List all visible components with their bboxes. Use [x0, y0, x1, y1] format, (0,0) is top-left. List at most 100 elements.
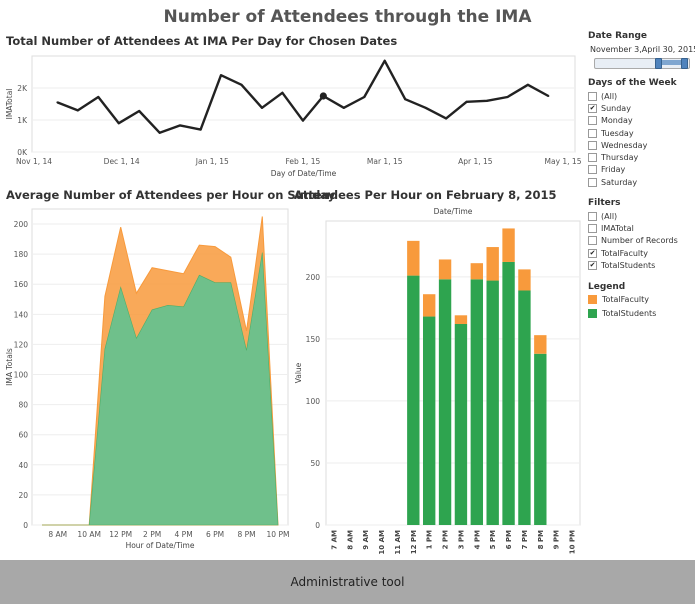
day-filter-checkbox[interactable]: [588, 177, 597, 187]
measure-filter-checkbox[interactable]: ✔: [588, 248, 597, 258]
line-point: [404, 98, 407, 101]
dashboard: Number of Attendees through the IMA Tota…: [0, 7, 695, 555]
line-point: [260, 106, 263, 109]
legend-label-faculty: TotalFaculty: [602, 295, 650, 304]
line-x-tick-label: Mar 1, 15: [367, 157, 403, 166]
area-y-tick-label: 200: [14, 220, 29, 229]
day-filter-item[interactable]: Monday: [588, 115, 647, 127]
day-filter-label: Monday: [601, 116, 633, 126]
line-point: [424, 106, 427, 109]
bar-x-tick-label: 6 PM: [505, 530, 513, 549]
day-filter-item[interactable]: ✔ Sunday: [588, 102, 647, 114]
measure-filter-item[interactable]: ✔ TotalStudents: [588, 259, 678, 271]
day-filter-label: Friday: [601, 165, 626, 175]
area-y-tick-label: 180: [14, 250, 29, 259]
bar-x-tick-label: 10 PM: [569, 530, 577, 554]
line-x-tick-label: May 1, 15: [545, 157, 582, 166]
line-point: [547, 95, 550, 97]
day-filter-checkbox[interactable]: [588, 140, 597, 150]
bar-students: [534, 353, 547, 525]
measure-filter-item[interactable]: ✔ TotalFaculty: [588, 247, 678, 259]
bar-x-tick-label: 4 PM: [473, 530, 481, 549]
day-filter-checkbox[interactable]: [588, 165, 597, 175]
day-filter-checkbox[interactable]: [588, 91, 597, 101]
measure-filter-checkbox[interactable]: [588, 223, 597, 233]
measure-filter-item[interactable]: Number of Records: [588, 235, 678, 247]
footer-caption: Administrative tool: [0, 560, 695, 604]
area-x-axis-title: Hour of Date/Time: [126, 541, 195, 550]
bar-chart[interactable]: Date/Time 0 50 100 150 200 Value 7 AM 8 AM 9 AM 10…: [292, 203, 583, 555]
date-range-start-handle[interactable]: [655, 58, 662, 69]
day-filter-checkbox[interactable]: [588, 116, 597, 126]
line-x-tick-label: Dec 1, 14: [104, 157, 140, 166]
area-x-tick-label: 2 PM: [143, 530, 161, 539]
bar-students: [438, 279, 452, 525]
area-y-tick-label: 20: [18, 491, 28, 500]
days-of-week-title: Days of the Week: [588, 78, 677, 88]
day-filter-item[interactable]: Saturday: [588, 176, 647, 188]
bar-y-axis-title: Value: [294, 362, 303, 383]
area-chart[interactable]: 0 20 40 60 80 100 120 140 160 180 200 8 AM 10 AM 12 P…: [0, 203, 293, 555]
bar-x-tick-label: 9 PM: [553, 530, 561, 549]
date-range-end-handle[interactable]: [681, 58, 688, 69]
day-filter-checkbox[interactable]: [588, 128, 597, 138]
bar-faculty: [518, 269, 531, 291]
line-point: [281, 91, 284, 94]
bar-y-tick-label: 150: [306, 335, 321, 344]
measure-filter-label: TotalStudents: [601, 260, 656, 270]
day-filter-item[interactable]: Thursday: [588, 151, 647, 163]
legend-label-students: TotalStudents: [602, 309, 657, 318]
line-chart[interactable]: 0K 1K 2K Nov 1, 14 Dec 1, 14 Jan 1, 15 Feb 1, …: [0, 48, 583, 182]
area-x-tick-label: 6 PM: [206, 530, 224, 539]
day-filter-item[interactable]: Friday: [588, 164, 647, 176]
area-x-tick-label: 12 PM: [109, 530, 132, 539]
area-x-tick-label: 8 PM: [237, 530, 255, 539]
bar-students: [486, 280, 499, 525]
day-filter-item[interactable]: (All): [588, 90, 647, 102]
line-point: [240, 83, 243, 86]
area-x-tick-label: 8 AM: [48, 530, 67, 539]
measure-filter-item[interactable]: IMATotal: [588, 222, 678, 234]
bar-faculty: [534, 335, 547, 354]
day-filter-item[interactable]: Tuesday: [588, 127, 647, 139]
dashboard-title: Number of Attendees through the IMA: [163, 7, 532, 27]
line-point: [486, 99, 489, 102]
line-point: [199, 128, 202, 131]
line-point: [179, 124, 182, 127]
day-filter-label: Thursday: [601, 153, 639, 163]
day-filter-label: (All): [601, 91, 618, 101]
bar-x-tick-label: 3 PM: [457, 530, 465, 549]
line-point: [363, 95, 366, 98]
line-point: [220, 74, 223, 77]
bar-faculty: [470, 263, 484, 280]
legend-swatch-faculty: [588, 295, 597, 304]
measure-filter-checkbox[interactable]: [588, 236, 597, 246]
line-y-tick-label: 2K: [17, 84, 28, 93]
day-filter-label: Saturday: [601, 177, 638, 187]
line-x-axis-title: Day of Date/Time: [271, 169, 337, 178]
area-y-tick-label: 40: [18, 461, 28, 470]
line-y-axis-title: IMATotal: [5, 89, 14, 120]
bar-y-tick-label: 50: [310, 459, 320, 468]
area-y-axis-title: IMA Totals: [5, 348, 14, 386]
measure-filter-label: TotalFaculty: [601, 248, 649, 258]
line-point: [138, 110, 141, 113]
date-range-slider[interactable]: [594, 58, 690, 69]
bar-x-tick-label: 11 AM: [394, 530, 402, 555]
bar-x-tick-label: 2 PM: [442, 530, 450, 549]
day-filter-checkbox[interactable]: ✔: [588, 103, 597, 113]
line-y-tick-label: 0K: [17, 148, 28, 157]
bar-faculty: [454, 315, 468, 324]
bar-chart-title: Attendees Per Hour on February 8, 2015: [294, 188, 557, 202]
area-y-tick-label: 160: [14, 280, 29, 289]
measure-filter-checkbox[interactable]: ✔: [588, 260, 597, 270]
date-range-labels: November 3, April 30, 2015: [590, 45, 695, 54]
day-filter-item[interactable]: Wednesday: [588, 139, 647, 151]
line-point: [301, 119, 304, 122]
day-filter-checkbox[interactable]: [588, 153, 597, 163]
measure-filter-item[interactable]: (All): [588, 210, 678, 222]
measure-filter-checkbox[interactable]: [588, 211, 597, 221]
bar-faculty: [407, 240, 420, 276]
measure-filter-label: (All): [601, 211, 618, 221]
line-point: [117, 122, 120, 125]
